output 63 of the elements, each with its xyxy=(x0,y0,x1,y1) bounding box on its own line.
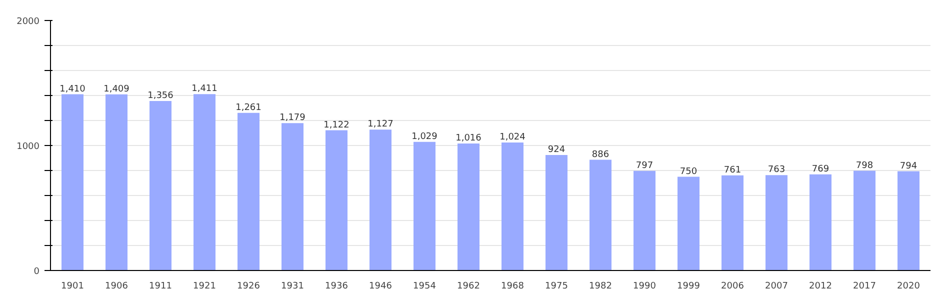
bar xyxy=(62,94,84,270)
x-tick-label: 1901 xyxy=(61,282,84,292)
x-tick-label: 2012 xyxy=(809,282,832,292)
data-label: 794 xyxy=(900,161,918,172)
x-tick-label: 2017 xyxy=(853,282,876,292)
data-label: 1,029 xyxy=(412,132,438,142)
bar xyxy=(766,175,788,270)
y-tick-label: 2000 xyxy=(16,17,40,27)
data-label: 750 xyxy=(680,166,698,177)
bar xyxy=(898,171,920,270)
bar xyxy=(590,160,612,270)
data-label: 1,409 xyxy=(104,84,130,94)
x-tick-label: 1975 xyxy=(545,282,568,292)
bar xyxy=(546,155,568,270)
bar xyxy=(810,174,832,270)
bar xyxy=(150,101,172,270)
y-tick-label: 0 xyxy=(34,267,40,277)
data-label: 769 xyxy=(812,164,830,174)
bar xyxy=(282,123,304,270)
data-label: 886 xyxy=(592,150,610,160)
x-tick-label: 1906 xyxy=(105,282,128,292)
data-label: 1,411 xyxy=(192,84,218,94)
data-label: 1,127 xyxy=(368,120,394,130)
x-tick-label: 1968 xyxy=(501,282,524,292)
bar xyxy=(678,176,700,270)
data-label: 797 xyxy=(636,160,654,171)
bar xyxy=(370,130,392,270)
x-tick-label: 1946 xyxy=(369,282,392,292)
x-tick-label: 2006 xyxy=(721,282,744,292)
x-tick-label: 2007 xyxy=(765,282,788,292)
x-tick-label: 2020 xyxy=(897,282,920,292)
data-label: 924 xyxy=(548,145,566,155)
bar xyxy=(854,170,876,270)
x-tick-label: 1911 xyxy=(149,282,172,292)
x-tick-label: 1954 xyxy=(413,282,436,292)
x-tick-label: 1962 xyxy=(457,282,480,292)
data-label: 1,122 xyxy=(324,120,350,130)
bar xyxy=(502,142,524,270)
data-label: 763 xyxy=(768,165,786,176)
bar xyxy=(194,94,216,270)
data-label: 798 xyxy=(856,160,874,171)
bar xyxy=(106,94,128,270)
bar xyxy=(414,142,436,270)
data-label: 1,410 xyxy=(60,84,86,94)
x-tick-label: 1936 xyxy=(325,282,348,292)
bar xyxy=(458,144,480,270)
bar xyxy=(326,130,348,270)
y-tick-label: 1000 xyxy=(16,142,40,152)
data-label: 1,261 xyxy=(236,102,262,113)
data-label: 1,016 xyxy=(456,134,482,144)
data-label: 761 xyxy=(724,165,742,176)
bar xyxy=(238,112,260,270)
x-tick-label: 1921 xyxy=(193,282,216,292)
data-label: 1,356 xyxy=(148,91,174,101)
x-tick-label: 1931 xyxy=(281,282,304,292)
bar xyxy=(722,175,744,270)
data-label: 1,024 xyxy=(500,132,526,142)
x-tick-label: 1926 xyxy=(237,282,260,292)
x-tick-label: 1990 xyxy=(633,282,656,292)
data-label: 1,179 xyxy=(280,113,306,124)
x-tick-label: 1999 xyxy=(677,282,700,292)
x-tick-label: 1982 xyxy=(589,282,612,292)
bar xyxy=(634,170,656,270)
